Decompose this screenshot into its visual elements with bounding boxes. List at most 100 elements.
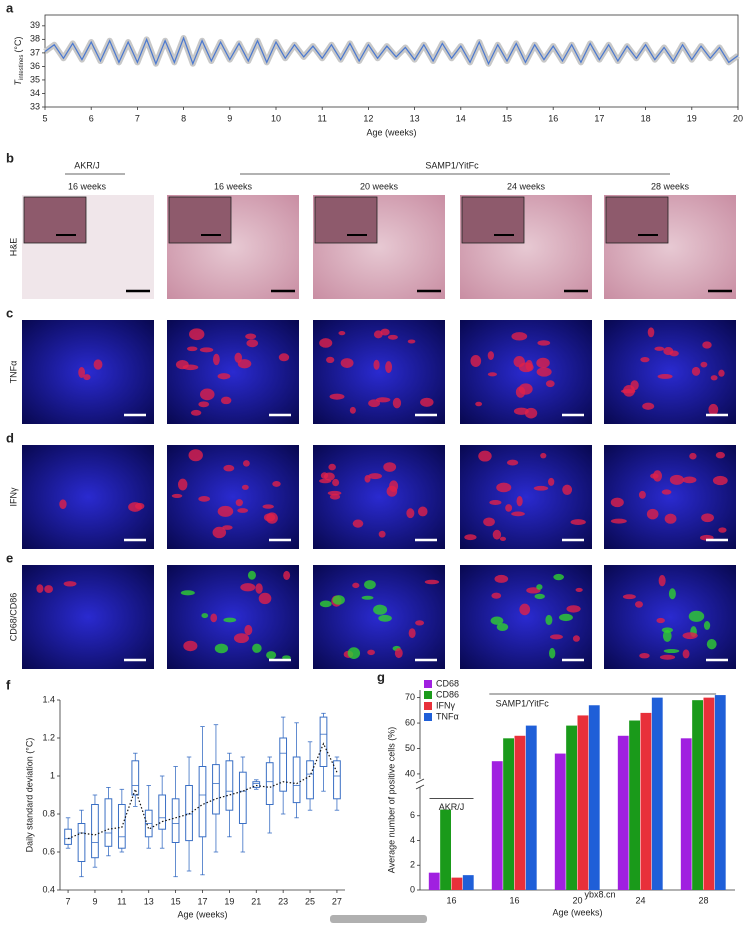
x-tick-label: 7 <box>135 113 140 123</box>
signal <box>536 357 550 369</box>
signal <box>262 504 274 509</box>
y-tick-label: 35 <box>30 74 40 84</box>
fluorescence-image <box>22 445 154 549</box>
signal <box>654 346 665 351</box>
signal <box>712 475 728 486</box>
row-label: H&E <box>8 238 18 257</box>
signal <box>647 327 655 338</box>
column-label: 16 weeks <box>68 181 107 191</box>
signal <box>406 508 415 519</box>
signal <box>688 610 705 622</box>
box <box>77 823 86 862</box>
bar <box>440 809 451 890</box>
signal <box>682 476 697 484</box>
signal <box>282 655 291 660</box>
panel-label: f <box>6 677 11 692</box>
signal <box>536 367 552 377</box>
fluorescence-image <box>22 565 154 669</box>
box <box>279 737 288 792</box>
signal <box>701 513 714 523</box>
he-inset <box>605 196 669 244</box>
box <box>104 798 113 847</box>
signal <box>278 353 290 362</box>
plot-frame <box>44 14 739 108</box>
signal <box>408 628 416 639</box>
bar <box>514 735 526 890</box>
y-axis-label: Tintestines (°C) <box>13 37 24 86</box>
signal <box>198 401 210 408</box>
signal <box>373 359 380 370</box>
y-tick-label: 36 <box>30 61 40 71</box>
y-tick-label: 37 <box>30 47 40 57</box>
signal <box>319 600 332 608</box>
signal <box>237 508 249 513</box>
fluorescence-image <box>604 445 736 549</box>
signal <box>252 643 262 653</box>
signal <box>217 505 234 517</box>
signal <box>272 480 281 487</box>
x-tick-label: 16 <box>509 895 519 905</box>
bar <box>428 872 440 890</box>
box <box>238 771 247 825</box>
signal <box>233 633 249 644</box>
x-tick-label: 9 <box>227 113 232 123</box>
y-tick-label: 39 <box>30 20 40 30</box>
y-tick-label: 0.8 <box>42 808 55 818</box>
bar <box>629 720 640 890</box>
signal <box>487 351 495 360</box>
x-tick-label: 28 <box>698 895 708 905</box>
x-axis-label: Age (weeks) <box>552 907 602 917</box>
signal <box>212 353 220 366</box>
signal <box>545 614 553 626</box>
signal <box>550 634 563 640</box>
signal <box>329 393 345 400</box>
signal <box>59 499 67 510</box>
row-label: IFNγ <box>8 487 18 506</box>
signal <box>505 504 513 512</box>
fluorescence-image <box>460 445 592 549</box>
signal <box>639 652 650 659</box>
x-tick-label: 9 <box>92 896 97 906</box>
signal <box>378 530 386 538</box>
signal <box>424 579 440 585</box>
signal <box>494 574 509 583</box>
signal <box>220 396 232 405</box>
signal <box>710 375 718 381</box>
signal <box>244 624 253 636</box>
signal <box>537 340 551 346</box>
box <box>319 716 328 767</box>
line <box>44 36 739 66</box>
signal <box>662 629 672 642</box>
y-tick-label: 1.4 <box>42 694 55 704</box>
signal <box>496 482 512 493</box>
signal <box>329 493 341 500</box>
y-tick-label: 1.2 <box>42 732 55 742</box>
panel-label: b <box>6 150 14 165</box>
signal <box>664 513 677 524</box>
bar <box>462 875 474 890</box>
signal <box>36 584 44 593</box>
panel-label: a <box>6 0 14 15</box>
signal <box>407 339 416 344</box>
y-tick-label: 6 <box>410 810 415 820</box>
signal <box>245 333 257 340</box>
signal <box>190 409 202 416</box>
signal <box>570 519 586 526</box>
signal <box>368 399 381 408</box>
panel-label: d <box>6 430 14 445</box>
signal <box>610 497 624 508</box>
group-label: SAMP1/YitFc <box>425 160 479 170</box>
box <box>225 760 234 811</box>
x-tick-label: 23 <box>278 896 288 906</box>
signal <box>387 334 398 340</box>
signal <box>490 616 504 625</box>
box <box>306 760 314 800</box>
box <box>212 764 220 815</box>
bar <box>680 738 692 890</box>
signal <box>378 614 392 622</box>
signal <box>222 525 233 530</box>
x-tick-label: 5 <box>42 113 47 123</box>
y-tick-label: 0.4 <box>42 884 55 894</box>
x-axis-label: Age (weeks) <box>366 127 416 137</box>
box <box>265 762 274 806</box>
